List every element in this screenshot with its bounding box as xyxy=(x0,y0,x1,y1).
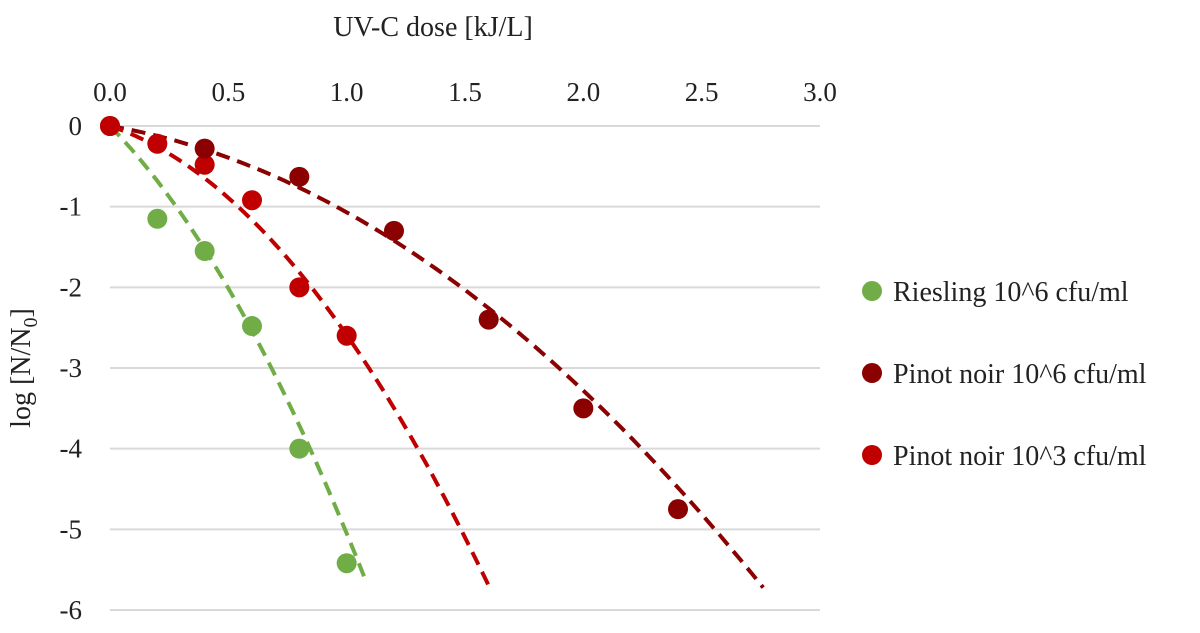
legend: Riesling 10^6 cfu/ml Pinot noir 10^6 cfu/… xyxy=(862,277,1147,472)
data-point xyxy=(289,166,310,187)
legend-item: Pinot noir 10^3 cfu/ml xyxy=(862,441,1147,472)
legend-label: Pinot noir 10^6 cfu/ml xyxy=(893,359,1147,390)
y-tick-label: 0 xyxy=(69,111,83,141)
data-point xyxy=(336,553,357,574)
x-tick-label: 2.5 xyxy=(685,77,719,107)
data-point xyxy=(289,277,310,298)
y-tick-label: -1 xyxy=(60,192,83,222)
y-tick-labels: 0 -1 -2 -3 -4 -5 -6 xyxy=(60,111,83,625)
x-axis-title: UV-C dose [kJ/L] xyxy=(333,12,533,43)
legend-label: Pinot noir 10^3 cfu/ml xyxy=(893,441,1147,472)
data-point xyxy=(100,116,120,136)
x-tick-label: 2.0 xyxy=(566,77,600,107)
trend-line xyxy=(109,124,765,589)
x-tick-label: 0.0 xyxy=(93,77,127,107)
data-point xyxy=(478,309,499,330)
data-point xyxy=(147,133,168,154)
data-point xyxy=(289,438,310,459)
legend-marker xyxy=(862,363,882,383)
x-tick-labels: 0.0 0.5 1.0 1.5 2.0 2.5 3.0 xyxy=(93,77,837,107)
legend-label: Riesling 10^6 cfu/ml xyxy=(893,277,1129,308)
data-point xyxy=(242,190,262,211)
y-axis-title-close: ] xyxy=(6,308,37,317)
legend-marker xyxy=(862,281,882,301)
y-axis-title-main: log [N/N xyxy=(6,328,37,428)
x-tick-label: 3.0 xyxy=(803,77,837,107)
y-tick-label: -4 xyxy=(60,434,83,464)
data-points xyxy=(100,116,688,574)
data-point xyxy=(147,208,168,229)
data-point xyxy=(336,325,357,346)
data-point xyxy=(384,220,404,241)
legend-item: Riesling 10^6 cfu/ml xyxy=(862,277,1129,308)
x-tick-label: 1.0 xyxy=(330,77,364,107)
data-point xyxy=(194,154,215,175)
x-tick-label: 0.5 xyxy=(211,77,245,107)
y-tick-label: -6 xyxy=(60,595,83,625)
legend-marker xyxy=(862,445,882,465)
trend-line xyxy=(109,124,491,587)
y-tick-label: -3 xyxy=(60,353,83,383)
data-point xyxy=(668,499,688,520)
data-point xyxy=(194,241,215,262)
data-point xyxy=(194,138,215,159)
y-axis-title: log [N/N0] xyxy=(6,308,42,428)
y-axis-title-subscript: 0 xyxy=(20,318,42,328)
data-point xyxy=(573,398,594,419)
data-point xyxy=(242,316,262,337)
trend-lines xyxy=(108,124,765,589)
y-tick-label: -2 xyxy=(60,272,83,302)
x-tick-label: 1.5 xyxy=(448,77,482,107)
trend-line xyxy=(108,124,368,581)
legend-item: Pinot noir 10^6 cfu/ml xyxy=(862,359,1147,390)
y-tick-label: -5 xyxy=(60,514,83,544)
